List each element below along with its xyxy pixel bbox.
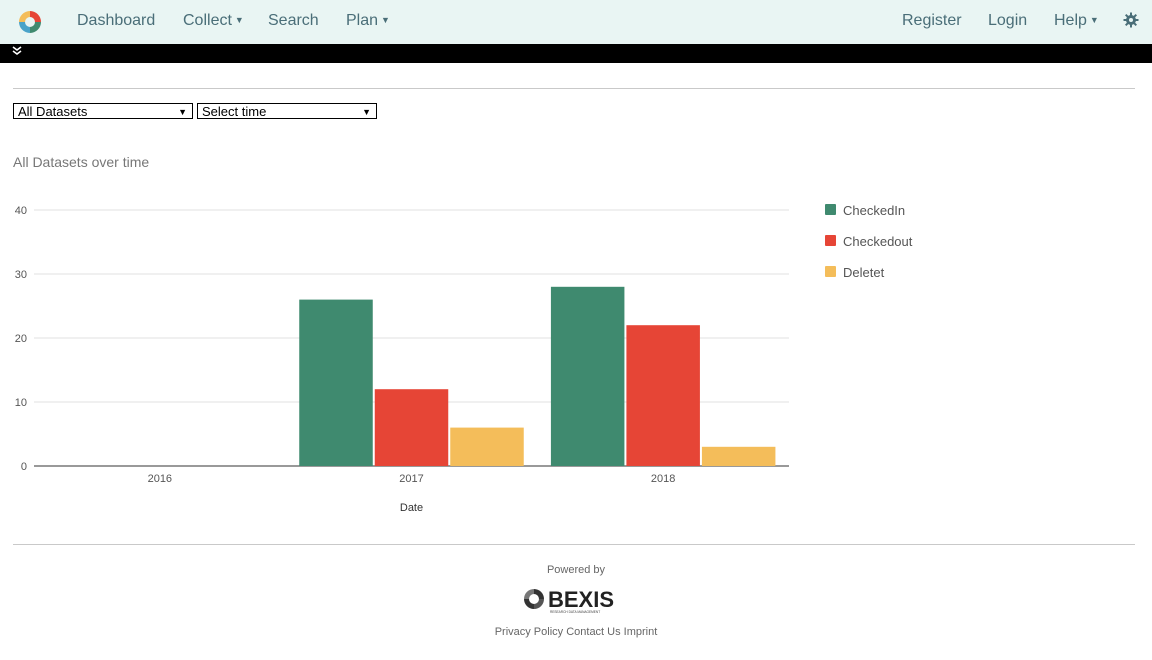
y-tick-label: 40 <box>15 205 27 217</box>
gear-icon[interactable] <box>1123 12 1139 28</box>
nav-help[interactable]: Help ▼ <box>1054 12 1099 30</box>
x-tick-label: 2017 <box>399 473 423 485</box>
divider <box>13 88 1135 89</box>
bexis-logo[interactable]: BEXIS RESEARCH DATA MANAGEMENT <box>522 585 632 615</box>
dataset-select[interactable]: All Datasets ▼ <box>13 103 193 119</box>
nav-register[interactable]: Register <box>902 12 962 29</box>
bar-checkedin-2017 <box>299 299 373 466</box>
bar-deletet-2018 <box>701 446 776 466</box>
nav-plan-label: Plan <box>346 12 379 29</box>
x-tick-label: 2018 <box>651 473 675 485</box>
nav-search[interactable]: Search <box>268 12 319 29</box>
y-tick-label: 0 <box>21 461 27 473</box>
bar-checkedout-2017 <box>374 389 449 466</box>
footer-links[interactable]: Privacy Policy Contact Us Imprint <box>494 626 658 638</box>
y-tick-label: 10 <box>15 397 27 409</box>
nav-help-label: Help <box>1054 12 1087 29</box>
time-select-value: Select time <box>202 104 267 119</box>
legend-swatch <box>825 235 836 246</box>
dropdown-arrow-icon: ▼ <box>178 107 187 117</box>
double-chevron-down-icon[interactable] <box>12 46 22 56</box>
dropdown-arrow-icon: ▼ <box>362 107 371 117</box>
legend-label: Deletet <box>843 265 885 280</box>
top-navbar: Dashboard Collect ▼ Search Plan ▼ Register… <box>0 0 1152 44</box>
bar-checkedin-2018 <box>550 286 625 466</box>
nav-collect[interactable]: Collect ▼ <box>183 12 244 30</box>
time-select[interactable]: Select time ▼ <box>197 103 377 119</box>
legend-swatch <box>825 266 836 277</box>
y-tick-label: 30 <box>15 269 27 281</box>
chart-title: All Datasets over time <box>13 154 150 170</box>
bexis-logo-text: BEXIS <box>548 587 614 612</box>
x-tick-label: 2016 <box>148 473 172 485</box>
collapse-bar <box>0 44 1152 63</box>
divider <box>13 544 1135 545</box>
powered-by-text: Powered by <box>546 564 606 576</box>
caret-down-icon: ▼ <box>381 15 390 25</box>
dataset-select-value: All Datasets <box>18 104 88 119</box>
nav-dashboard[interactable]: Dashboard <box>77 12 156 29</box>
nav-collect-label: Collect <box>183 12 232 29</box>
nav-login[interactable]: Login <box>988 12 1028 29</box>
y-tick-label: 20 <box>15 333 27 345</box>
caret-down-icon: ▼ <box>234 15 244 25</box>
legend-swatch <box>825 204 836 215</box>
bar-checkedout-2018 <box>626 325 700 466</box>
legend-label: CheckedIn <box>843 203 905 218</box>
legend-label: Checkedout <box>843 234 913 249</box>
caret-down-icon: ▼ <box>1089 15 1099 25</box>
bar-chart: 0 10 20 30 40 2016 2017 2018 Date CheckedIn Checke… <box>15 203 913 514</box>
bar-deletet-2017 <box>450 427 524 466</box>
x-axis-title: Date <box>400 502 423 514</box>
app-logo-icon[interactable] <box>18 10 42 34</box>
nav-plan[interactable]: Plan ▼ <box>346 12 390 30</box>
bexis-logo-tagline: RESEARCH DATA MANAGEMENT <box>550 610 600 614</box>
